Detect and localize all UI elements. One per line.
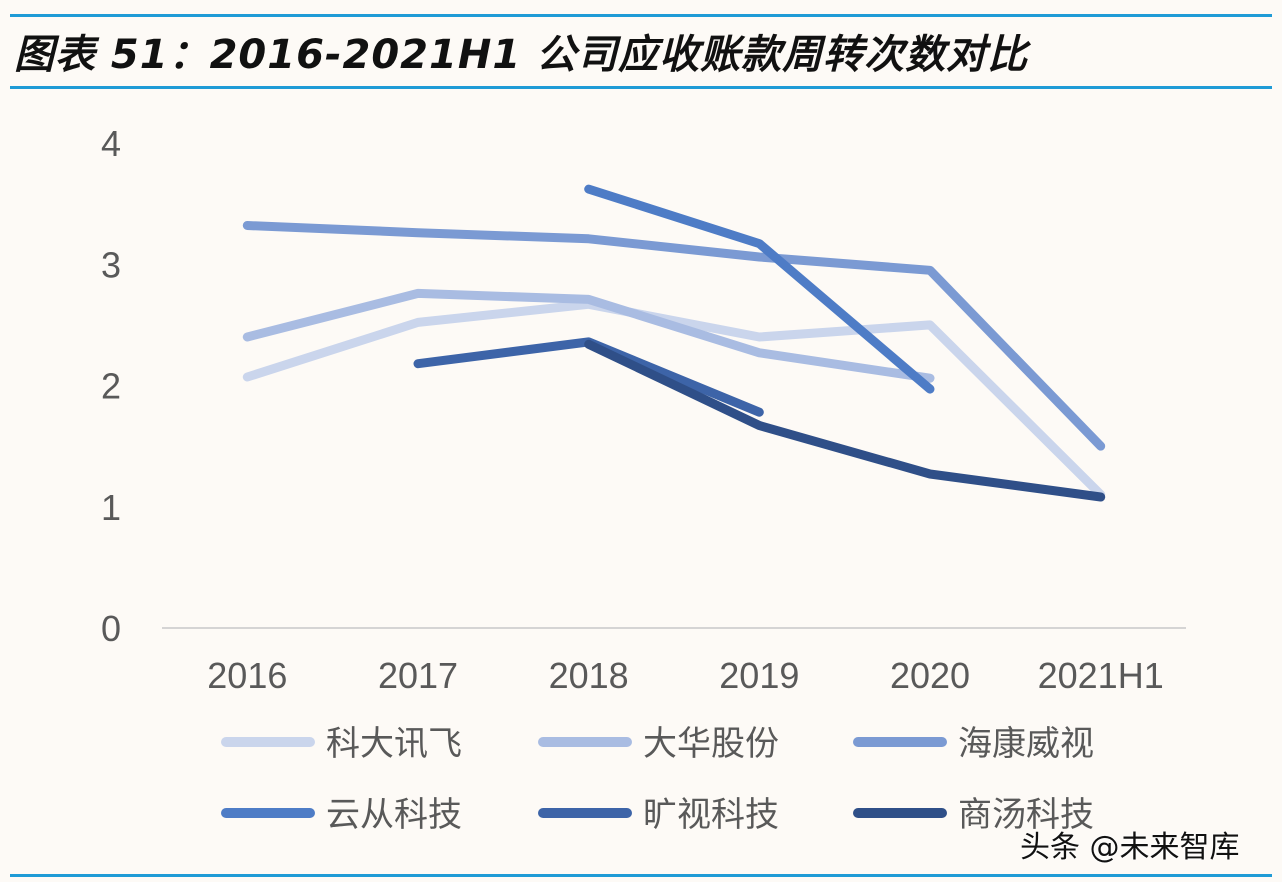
y-tick-label: 0	[101, 608, 121, 649]
x-tick-label: 2017	[378, 655, 458, 696]
y-tick-label: 4	[101, 123, 121, 164]
chart-title: 图表 51：2016-2021H1 公司应收账款周转次数对比	[14, 32, 1029, 78]
legend-label: 大华股份	[643, 724, 779, 764]
title-rule	[10, 86, 1272, 89]
legend-label: 海康威视	[958, 724, 1094, 764]
legend-label: 云从科技	[326, 795, 462, 835]
x-tick-label: 2020	[890, 655, 970, 696]
x-tick-label: 2021H1	[1038, 655, 1164, 696]
series-line	[242, 288, 935, 383]
legend-label: 商汤科技	[958, 795, 1094, 835]
watermark: 头条 @未来智库	[1020, 830, 1240, 865]
x-tick-label: 2016	[207, 655, 287, 696]
series-line	[242, 221, 1106, 451]
x-tick-label: 2019	[719, 655, 799, 696]
y-tick-label: 3	[101, 244, 121, 285]
y-tick-label: 2	[101, 366, 121, 407]
top-rule	[10, 14, 1272, 17]
legend-label: 旷视科技	[643, 795, 779, 835]
series-line	[584, 339, 1106, 502]
series-line	[584, 184, 935, 394]
bottom-rule	[10, 874, 1272, 877]
series-line	[242, 299, 1106, 500]
y-tick-label: 1	[101, 487, 121, 528]
legend-label: 科大讯飞	[326, 724, 462, 764]
x-tick-label: 2018	[549, 655, 629, 696]
